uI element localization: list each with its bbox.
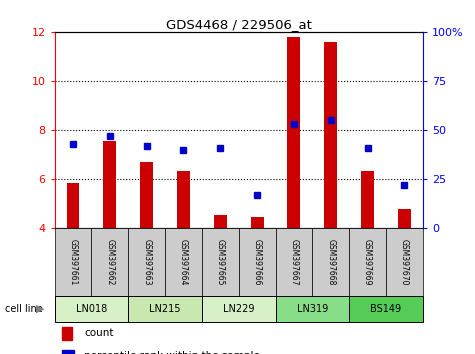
Bar [62, 327, 72, 339]
Bar [66, 183, 79, 228]
Bar [324, 42, 337, 228]
Bar [104, 141, 116, 228]
Text: LN229: LN229 [223, 304, 255, 314]
Bar [140, 162, 153, 228]
Text: GSM397668: GSM397668 [326, 239, 335, 285]
Text: GSM397661: GSM397661 [68, 239, 77, 285]
Bar [276, 296, 349, 322]
Title: GDS4468 / 229506_at: GDS4468 / 229506_at [166, 18, 312, 31]
Bar [349, 228, 386, 296]
Text: BS149: BS149 [370, 304, 401, 314]
Text: cell line: cell line [5, 304, 42, 314]
Text: percentile rank within the sample: percentile rank within the sample [84, 351, 260, 354]
Bar [202, 228, 238, 296]
Bar [386, 228, 423, 296]
Text: LN215: LN215 [149, 304, 181, 314]
Bar [62, 350, 74, 354]
Bar [202, 296, 276, 322]
Text: GSM397662: GSM397662 [105, 239, 114, 285]
Bar [91, 228, 128, 296]
Text: GSM397667: GSM397667 [289, 239, 298, 285]
Bar [55, 228, 91, 296]
Text: GSM397666: GSM397666 [253, 239, 262, 285]
Bar [349, 296, 423, 322]
Bar [177, 171, 190, 228]
Text: ▶: ▶ [36, 304, 45, 314]
Bar [214, 215, 227, 228]
Text: GSM397663: GSM397663 [142, 239, 151, 285]
Bar [128, 228, 165, 296]
Bar [55, 296, 128, 322]
Bar [361, 171, 374, 228]
Text: LN018: LN018 [76, 304, 107, 314]
Bar [276, 228, 313, 296]
Text: GSM397665: GSM397665 [216, 239, 225, 285]
Text: LN319: LN319 [297, 304, 328, 314]
Bar [251, 217, 264, 228]
Bar [128, 296, 202, 322]
Text: GSM397670: GSM397670 [400, 239, 409, 285]
Bar [398, 209, 411, 228]
Bar [287, 37, 300, 228]
Text: count: count [84, 328, 114, 338]
Bar [313, 228, 349, 296]
Text: GSM397669: GSM397669 [363, 239, 372, 285]
Text: GSM397664: GSM397664 [179, 239, 188, 285]
Bar [165, 228, 202, 296]
Bar [238, 228, 276, 296]
